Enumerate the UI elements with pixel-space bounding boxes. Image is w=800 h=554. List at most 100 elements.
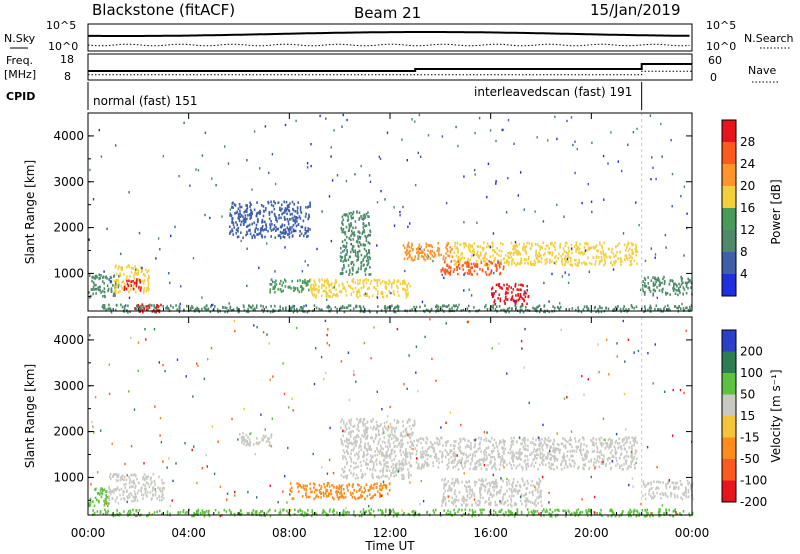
data-pixel — [88, 291, 90, 294]
data-pixel — [114, 283, 117, 287]
data-pixel — [199, 511, 202, 515]
data-pixel — [601, 444, 603, 448]
data-pixel — [355, 466, 357, 469]
data-pixel — [527, 500, 529, 503]
data-pixel — [458, 263, 460, 267]
data-pixel — [351, 260, 354, 264]
data-pixel — [344, 424, 347, 427]
data-pixel — [532, 450, 535, 453]
data-pixel — [359, 237, 361, 240]
data-pixel — [446, 248, 448, 251]
data-pixel — [379, 495, 381, 499]
data-pixel — [347, 258, 350, 262]
data-pixel — [394, 463, 396, 467]
data-pixel — [350, 493, 352, 496]
data-pixel — [393, 418, 396, 422]
data-pixel — [390, 286, 393, 289]
data-pixel — [614, 452, 617, 456]
data-pixel — [453, 263, 456, 266]
data-pixel — [381, 468, 384, 472]
scatter-noise — [88, 113, 692, 314]
data-pixel — [362, 214, 365, 218]
data-pixel — [388, 469, 391, 472]
data-pixel — [585, 454, 588, 458]
data-pixel — [288, 229, 290, 233]
data-pixel — [363, 491, 365, 494]
data-pixel — [364, 428, 367, 432]
data-pixel — [565, 251, 567, 254]
data-pixel — [632, 512, 635, 515]
data-pixel — [94, 488, 96, 491]
data-pixel — [163, 482, 165, 485]
data-pixel — [113, 473, 115, 476]
data-pixel — [585, 456, 588, 459]
data-pixel — [451, 255, 454, 258]
data-pixel — [272, 204, 275, 208]
data-pixel — [577, 251, 580, 254]
data-pixel — [279, 305, 281, 308]
data-pixel — [350, 418, 352, 422]
data-pixel — [363, 247, 366, 251]
data-pixel — [283, 236, 286, 239]
data-pixel — [589, 510, 592, 514]
data-pixel — [385, 451, 388, 454]
noise-pixel — [251, 188, 253, 191]
data-pixel — [294, 219, 297, 222]
data-pixel — [304, 228, 307, 232]
data-pixel — [641, 284, 644, 287]
data-pixel — [634, 449, 637, 452]
data-pixel — [319, 491, 321, 494]
data-pixel — [320, 492, 323, 495]
data-pixel — [436, 441, 438, 445]
data-pixel — [269, 310, 272, 314]
data-pixel — [493, 485, 495, 489]
noise-pixel — [376, 244, 378, 247]
data-pixel — [383, 425, 386, 428]
data-pixel — [447, 452, 450, 456]
data-pixel — [390, 450, 393, 454]
data-pixel — [444, 501, 447, 505]
data-region — [309, 278, 412, 299]
data-pixel — [351, 279, 353, 282]
data-pixel — [392, 463, 394, 466]
noise-pixel — [564, 271, 566, 274]
data-pixel — [594, 465, 596, 469]
data-pixel — [470, 441, 472, 445]
data-pixel — [429, 455, 431, 458]
data-pixel — [113, 275, 115, 278]
data-pixel — [104, 498, 107, 501]
data-pixel — [95, 274, 98, 278]
data-pixel — [395, 466, 398, 470]
data-pixel — [525, 245, 528, 248]
data-pixel — [474, 462, 476, 465]
data-pixel — [98, 277, 100, 281]
data-pixel — [389, 453, 391, 457]
data-pixel — [388, 435, 391, 438]
data-pixel — [479, 488, 482, 492]
data-pixel — [477, 504, 480, 507]
data-pixel — [505, 295, 507, 299]
data-pixel — [106, 277, 108, 280]
data-pixel — [341, 222, 343, 225]
data-pixel — [321, 283, 323, 287]
data-pixel — [548, 251, 550, 254]
data-pixel — [113, 488, 116, 491]
data-pixel — [539, 493, 542, 496]
noise-pixel — [548, 300, 550, 303]
data-pixel — [420, 441, 422, 445]
data-pixel — [268, 213, 271, 216]
data-pixel — [329, 289, 331, 292]
data-pixel — [296, 216, 299, 220]
noise-pixel — [157, 237, 160, 240]
data-pixel — [298, 290, 301, 294]
data-pixel — [397, 279, 399, 282]
data-pixel — [513, 463, 515, 467]
data-pixel — [334, 294, 337, 297]
data-pixel — [553, 439, 556, 443]
data-pixel — [385, 426, 387, 430]
data-pixel — [284, 207, 287, 210]
data-pixel — [283, 209, 286, 212]
data-pixel — [93, 288, 95, 291]
data-pixel — [684, 281, 687, 285]
data-pixel — [656, 308, 659, 311]
